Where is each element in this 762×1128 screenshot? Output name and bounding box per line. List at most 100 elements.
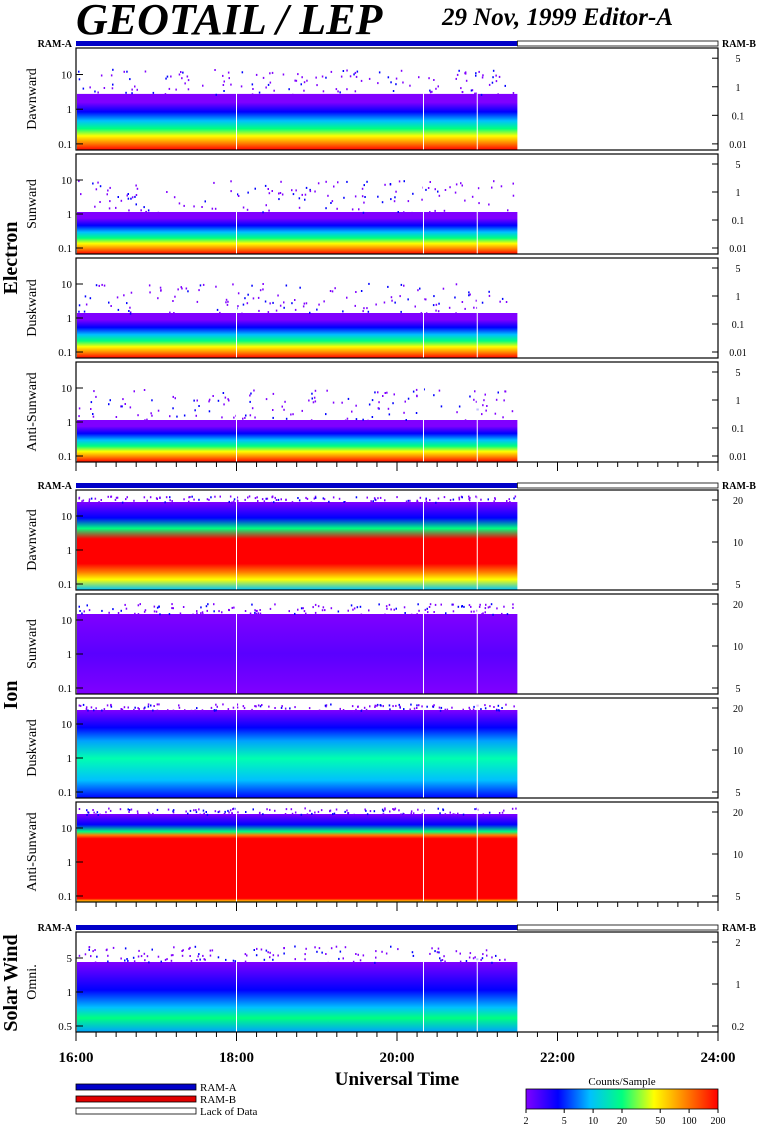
left-tick-label: 0.1 bbox=[58, 243, 72, 255]
right-tick-label: 5 bbox=[736, 684, 741, 695]
panel-label: Dawnward bbox=[25, 68, 40, 129]
legend-label: RAM-B bbox=[200, 1094, 236, 1106]
right-tick-label: 5 bbox=[736, 264, 741, 275]
left-tick-label: 1 bbox=[67, 545, 73, 557]
x-tick-label: 18:00 bbox=[219, 1050, 254, 1066]
right-tick-label: 5 bbox=[736, 368, 741, 379]
colorbar-tick-label: 10 bbox=[588, 1116, 598, 1127]
panel-label: Sunward bbox=[25, 179, 40, 229]
panel-frame bbox=[75, 593, 719, 695]
right-tick-label: 0.2 bbox=[732, 1022, 745, 1033]
colorbar-tick-label: 50 bbox=[655, 1116, 665, 1127]
right-tick-label: 10 bbox=[733, 850, 743, 861]
right-tick-label: 5 bbox=[736, 580, 741, 591]
left-tick-label: 10 bbox=[61, 719, 73, 731]
right-tick-label: 0.01 bbox=[729, 244, 747, 255]
panel-frame bbox=[75, 153, 719, 255]
spectrogram-speckles bbox=[78, 603, 514, 616]
group-label: Solar Wind bbox=[0, 934, 22, 1031]
left-tick-label: 10 bbox=[61, 175, 73, 187]
page-title: GEOTAIL / LEP bbox=[76, 0, 383, 44]
left-tick-label: 0.1 bbox=[58, 579, 72, 591]
right-tick-label: 1 bbox=[736, 396, 741, 407]
colorbar-title: Counts/Sample bbox=[588, 1076, 655, 1088]
colorbar-tick-label: 100 bbox=[682, 1116, 697, 1127]
x-tick-label: 20:00 bbox=[380, 1050, 415, 1066]
left-tick-label: 0.1 bbox=[58, 139, 72, 151]
left-tick-label: 0.1 bbox=[58, 891, 72, 903]
right-tick-label: 10 bbox=[733, 746, 743, 757]
panel-label: Sunward bbox=[25, 619, 40, 669]
colorbar-tick-label: 2 bbox=[524, 1116, 529, 1127]
left-tick-label: 1 bbox=[67, 857, 73, 869]
left-tick-label: 0.1 bbox=[58, 451, 72, 463]
spectrogram-fill bbox=[77, 614, 518, 694]
legend-swatch bbox=[75, 1107, 197, 1115]
right-tick-label: 0.01 bbox=[729, 348, 747, 359]
spectrogram-fill bbox=[77, 420, 518, 462]
spectrogram-speckles bbox=[78, 945, 506, 964]
right-tick-label: 20 bbox=[733, 496, 743, 507]
left-tick-label: 10 bbox=[61, 615, 73, 627]
right-tick-label: 10 bbox=[733, 538, 743, 549]
group-label: Electron bbox=[0, 222, 22, 295]
legend-label: Lack of Data bbox=[200, 1106, 258, 1118]
mode-bar-ram-a bbox=[76, 41, 518, 46]
left-tick-label: 1 bbox=[67, 313, 73, 325]
spectrogram-fill bbox=[77, 502, 518, 590]
spectrogram-fill bbox=[77, 814, 518, 902]
spectrogram-fill bbox=[77, 313, 518, 358]
mode-bar-ram-a bbox=[76, 483, 518, 488]
right-tick-label: 0.01 bbox=[729, 452, 747, 463]
mode-label-left: RAM-A bbox=[38, 481, 73, 492]
panel-label: Duskward bbox=[25, 719, 40, 777]
spectrogram-fill bbox=[77, 710, 518, 798]
mode-label-left: RAM-A bbox=[38, 923, 73, 934]
left-tick-label: 1 bbox=[67, 649, 73, 661]
legend-swatch bbox=[75, 1083, 197, 1091]
legend-swatch bbox=[75, 1095, 197, 1103]
left-tick-label: 0.5 bbox=[58, 1021, 72, 1033]
left-tick-label: 0.1 bbox=[58, 787, 72, 799]
group-label: Ion bbox=[0, 681, 22, 710]
right-tick-label: 1 bbox=[736, 188, 741, 199]
colorbar-tick-label: 5 bbox=[562, 1116, 567, 1127]
mode-bar-lack-of-data bbox=[516, 924, 719, 931]
right-tick-label: 2 bbox=[736, 938, 741, 949]
right-tick-label: 1 bbox=[736, 292, 741, 303]
spectrogram-fill bbox=[77, 962, 518, 1032]
spectrogram-fill bbox=[77, 93, 518, 150]
legend-label: RAM-A bbox=[200, 1082, 237, 1094]
colorbar bbox=[525, 1088, 719, 1110]
spectrogram-speckles bbox=[78, 68, 515, 96]
left-tick-label: 10 bbox=[61, 823, 73, 835]
left-tick-label: 0.1 bbox=[58, 683, 72, 695]
mode-label-right: RAM-B bbox=[722, 923, 756, 934]
right-tick-label: 5 bbox=[736, 788, 741, 799]
left-tick-label: 10 bbox=[61, 511, 73, 523]
panel-frame bbox=[75, 489, 719, 591]
left-tick-label: 10 bbox=[61, 279, 73, 291]
panel-label: Anti-Sunward bbox=[25, 372, 40, 451]
right-tick-label: 0.01 bbox=[729, 140, 747, 151]
right-tick-label: 0.1 bbox=[732, 424, 745, 435]
right-tick-label: 5 bbox=[736, 54, 741, 65]
left-tick-label: 10 bbox=[61, 70, 73, 82]
colorbar-tick-label: 20 bbox=[617, 1116, 627, 1127]
right-tick-label: 20 bbox=[733, 808, 743, 819]
spectrogram-speckles bbox=[78, 388, 514, 422]
mode-label-left: RAM-A bbox=[38, 39, 73, 50]
panel-frame bbox=[75, 257, 719, 359]
right-tick-label: 0.1 bbox=[732, 320, 745, 331]
left-tick-label: 1 bbox=[67, 987, 73, 999]
x-axis-label: Universal Time bbox=[335, 1069, 459, 1090]
panel-label: Omni. bbox=[25, 964, 40, 999]
right-tick-label: 20 bbox=[733, 704, 743, 715]
panel-frame bbox=[75, 47, 719, 151]
x-tick-label: 24:00 bbox=[701, 1050, 736, 1066]
right-tick-label: 0.1 bbox=[732, 216, 745, 227]
left-tick-label: 5 bbox=[67, 953, 73, 965]
right-tick-label: 0.1 bbox=[732, 111, 745, 122]
left-tick-label: 10 bbox=[61, 383, 73, 395]
panel-label: Duskward bbox=[25, 279, 40, 337]
